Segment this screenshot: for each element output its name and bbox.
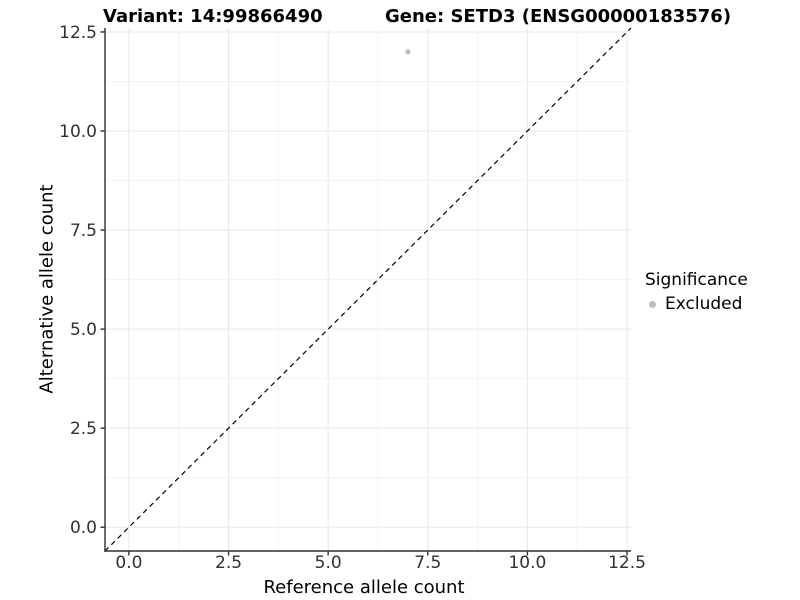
x-tick-label: 5.0: [315, 553, 342, 573]
identity-line: [104, 27, 632, 552]
plot-title-gene: Gene: SETD3 (ENSG00000183576): [385, 6, 732, 27]
axis-lines: [104, 28, 631, 552]
x-tick-label: 7.5: [414, 553, 441, 573]
data-point: [405, 49, 411, 55]
y-tick-label: 10.0: [59, 122, 97, 142]
plot-title-variant: Variant: 14:99866490: [103, 6, 323, 27]
y-tick-label: 7.5: [70, 221, 97, 241]
data-points: [405, 49, 411, 55]
legend-item-excluded: Excluded: [645, 294, 748, 314]
legend-title: Significance: [645, 270, 748, 290]
x-tick-label: 10.0: [508, 553, 546, 573]
x-tick-label: 12.5: [608, 553, 646, 573]
tick-labels: 0.0 2.5 5.0 7.5 10.0 12.5 0.0 2.5 5.0 7.5 10.0 12.5: [59, 23, 646, 573]
legend-key-dot-icon: [649, 300, 656, 308]
reference-dashed-line: [104, 27, 632, 552]
axis-ticks: [100, 31, 628, 556]
y-tick-label: 2.5: [70, 419, 97, 439]
legend-item-label: Excluded: [665, 294, 743, 314]
x-axis-title: Reference allele count: [263, 577, 465, 598]
x-tick-label: 2.5: [215, 553, 242, 573]
legend: Significance Excluded: [645, 270, 748, 314]
gridlines-minor: [105, 28, 631, 551]
y-tick-label: 12.5: [59, 23, 97, 43]
gridlines-major: [105, 28, 631, 551]
y-tick-label: 0.0: [70, 518, 97, 538]
x-tick-label: 0.0: [115, 553, 142, 573]
y-axis-title: Alternative allele count: [36, 184, 58, 394]
y-tick-label: 5.0: [70, 320, 97, 340]
